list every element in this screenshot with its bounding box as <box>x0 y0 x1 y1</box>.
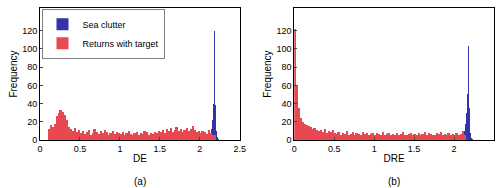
svg-text:(a): (a) <box>134 176 146 187</box>
svg-text:Frequency: Frequency <box>8 50 19 97</box>
svg-text:1.5: 1.5 <box>408 144 421 154</box>
svg-text:1: 1 <box>117 144 122 154</box>
svg-text:Frequency: Frequency <box>262 50 273 97</box>
svg-text:40: 40 <box>281 99 291 109</box>
svg-text:20: 20 <box>281 117 291 127</box>
svg-text:0: 0 <box>32 135 37 145</box>
svg-text:80: 80 <box>281 62 291 72</box>
svg-text:100: 100 <box>22 44 37 54</box>
svg-text:DE: DE <box>133 153 147 164</box>
svg-text:(b): (b) <box>388 176 400 187</box>
svg-text:1.5: 1.5 <box>154 144 167 154</box>
svg-text:120: 120 <box>22 26 37 36</box>
svg-text:0: 0 <box>286 135 291 145</box>
svg-text:0: 0 <box>292 144 297 154</box>
svg-text:120: 120 <box>276 26 291 36</box>
svg-text:DRE: DRE <box>384 153 405 164</box>
svg-text:2.5: 2.5 <box>234 144 247 154</box>
svg-text:1: 1 <box>372 144 377 154</box>
svg-text:0: 0 <box>37 144 42 154</box>
svg-text:0.5: 0.5 <box>74 144 87 154</box>
svg-text:20: 20 <box>27 117 37 127</box>
svg-text:0.5: 0.5 <box>328 144 341 154</box>
svg-text:60: 60 <box>281 81 291 91</box>
svg-text:Sea clutter: Sea clutter <box>82 20 125 30</box>
svg-text:2: 2 <box>452 144 457 154</box>
svg-text:Returns with target: Returns with target <box>82 39 158 49</box>
svg-text:40: 40 <box>27 99 37 109</box>
svg-text:60: 60 <box>27 81 37 91</box>
svg-text:2: 2 <box>197 144 202 154</box>
svg-text:100: 100 <box>276 44 291 54</box>
svg-text:80: 80 <box>27 62 37 72</box>
